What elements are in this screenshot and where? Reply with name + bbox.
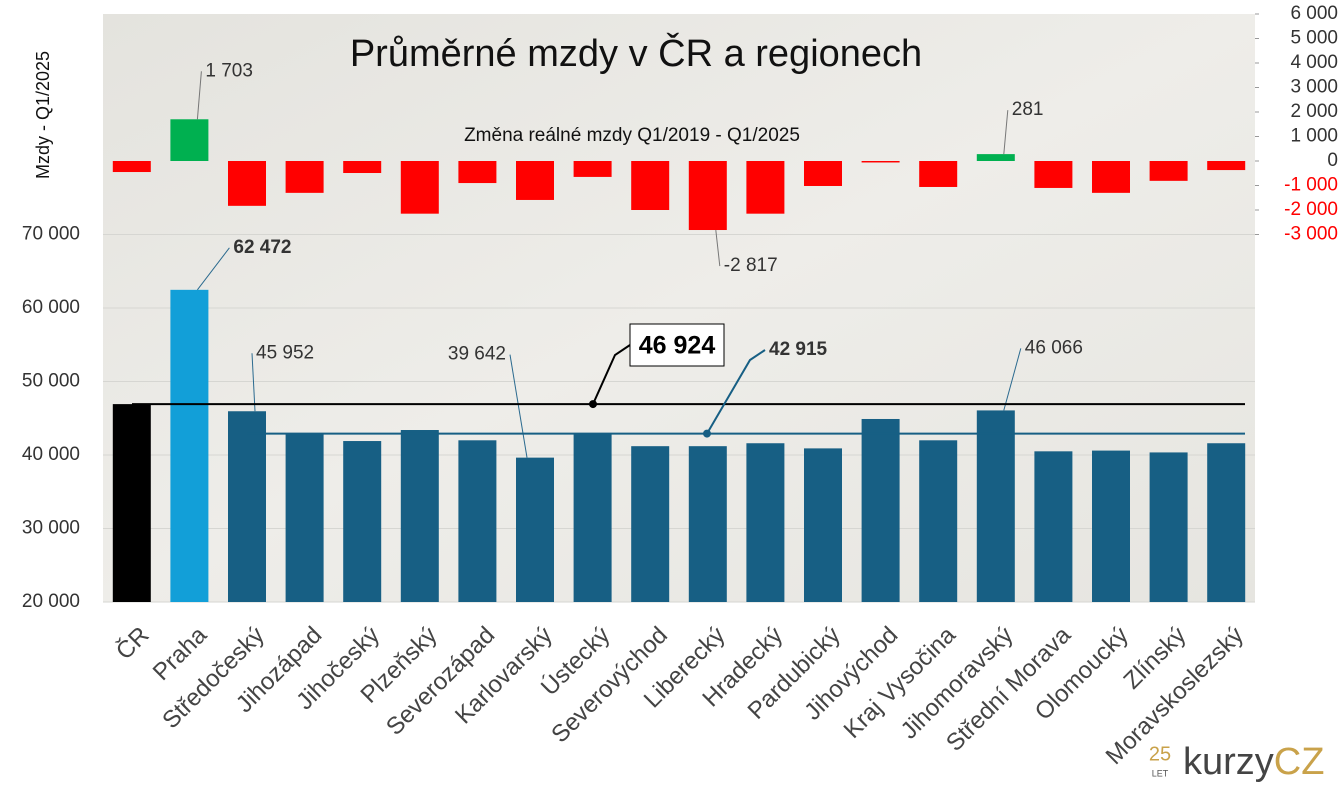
leader-line bbox=[251, 353, 256, 412]
value-label: 1 703 bbox=[205, 60, 253, 81]
bar bbox=[516, 457, 554, 602]
logo-number: 25 bbox=[1149, 743, 1171, 765]
leader-line bbox=[715, 229, 721, 267]
logo: 25 LET kurzyCZ bbox=[1149, 741, 1325, 783]
bar bbox=[861, 161, 900, 163]
bar bbox=[919, 440, 958, 602]
bar bbox=[458, 161, 497, 184]
value-label: 45 952 bbox=[256, 342, 314, 363]
value-label: 281 bbox=[1012, 99, 1044, 120]
bar bbox=[1149, 452, 1188, 602]
bar bbox=[861, 418, 900, 602]
y-tick-label: 40 000 bbox=[22, 444, 80, 465]
leader-line bbox=[197, 247, 230, 291]
value-label: -2 817 bbox=[724, 255, 778, 276]
value-label: 62 472 bbox=[233, 237, 291, 258]
y2-tick-label: -2 000 bbox=[1284, 199, 1338, 220]
bar bbox=[1092, 450, 1130, 602]
y-tick-label: 50 000 bbox=[22, 371, 80, 392]
y2-tick-label: 5 000 bbox=[1290, 28, 1338, 49]
reference-label: 46 924 bbox=[639, 332, 716, 360]
bar bbox=[228, 161, 266, 206]
logo-accent: CZ bbox=[1274, 741, 1325, 783]
bar bbox=[688, 446, 727, 602]
leader-line bbox=[1003, 110, 1009, 155]
y-tick-label: 30 000 bbox=[22, 518, 80, 539]
y2-tick-label: 6 000 bbox=[1290, 3, 1338, 24]
y2-tick-label: 0 bbox=[1327, 150, 1338, 171]
chart-title: Průměrné mzdy v ČR a regionech bbox=[350, 31, 922, 75]
bar bbox=[1092, 161, 1130, 193]
bar bbox=[804, 448, 842, 602]
reference-label: 42 915 bbox=[769, 339, 828, 360]
leader-line bbox=[509, 354, 528, 458]
bar bbox=[1207, 161, 1246, 171]
bar bbox=[804, 161, 842, 186]
bar bbox=[400, 161, 439, 214]
bar bbox=[516, 161, 554, 200]
bar bbox=[919, 161, 958, 187]
bar bbox=[112, 161, 151, 173]
bar bbox=[631, 161, 670, 210]
bar bbox=[1034, 161, 1073, 188]
y2-tick-label: 4 000 bbox=[1290, 52, 1338, 73]
leader-line bbox=[706, 349, 766, 435]
bar bbox=[343, 161, 382, 174]
bar bbox=[285, 161, 324, 193]
bar bbox=[170, 289, 209, 602]
y2-tick-label: -1 000 bbox=[1284, 175, 1338, 196]
value-label: 39 642 bbox=[448, 344, 506, 365]
bar bbox=[458, 440, 497, 602]
bar bbox=[976, 154, 1015, 161]
label-box bbox=[629, 323, 725, 367]
bar bbox=[228, 411, 266, 602]
y-tick-label: 60 000 bbox=[22, 297, 80, 318]
bar bbox=[631, 446, 670, 602]
bar bbox=[1207, 443, 1246, 602]
bar bbox=[573, 161, 612, 177]
bar bbox=[688, 161, 727, 231]
bar bbox=[976, 410, 1015, 602]
bar bbox=[746, 161, 785, 214]
logo-main: kurzy bbox=[1183, 741, 1274, 783]
bar bbox=[170, 119, 209, 161]
y2-tick-label: 1 000 bbox=[1290, 126, 1338, 147]
y-tick-label: 20 000 bbox=[22, 591, 80, 612]
bar bbox=[1034, 451, 1073, 602]
bar bbox=[400, 430, 439, 602]
y-axis-label: Mzdy - Q1/2025 bbox=[33, 51, 53, 179]
bar bbox=[285, 432, 324, 602]
y-tick-label: 70 000 bbox=[22, 224, 80, 245]
y2-tick-label: 2 000 bbox=[1290, 101, 1338, 122]
leader-line bbox=[196, 71, 202, 120]
chart-subtitle: Změna reálné mzdy Q1/2019 - Q1/2025 bbox=[464, 125, 800, 146]
leader-line bbox=[592, 344, 631, 405]
bar bbox=[746, 443, 785, 602]
value-label: 46 066 bbox=[1025, 337, 1083, 358]
bar bbox=[343, 441, 382, 602]
bar bbox=[112, 404, 151, 602]
logo-text: kurzyCZ bbox=[1183, 741, 1324, 783]
bar bbox=[1149, 161, 1188, 181]
y2-tick-label: 3 000 bbox=[1290, 77, 1338, 98]
y2-tick-label: -3 000 bbox=[1284, 224, 1338, 245]
leader-line bbox=[1003, 348, 1022, 411]
logo-sub: LET bbox=[1152, 768, 1169, 778]
x-tick-label: ČR bbox=[110, 621, 154, 665]
bar bbox=[573, 432, 612, 602]
